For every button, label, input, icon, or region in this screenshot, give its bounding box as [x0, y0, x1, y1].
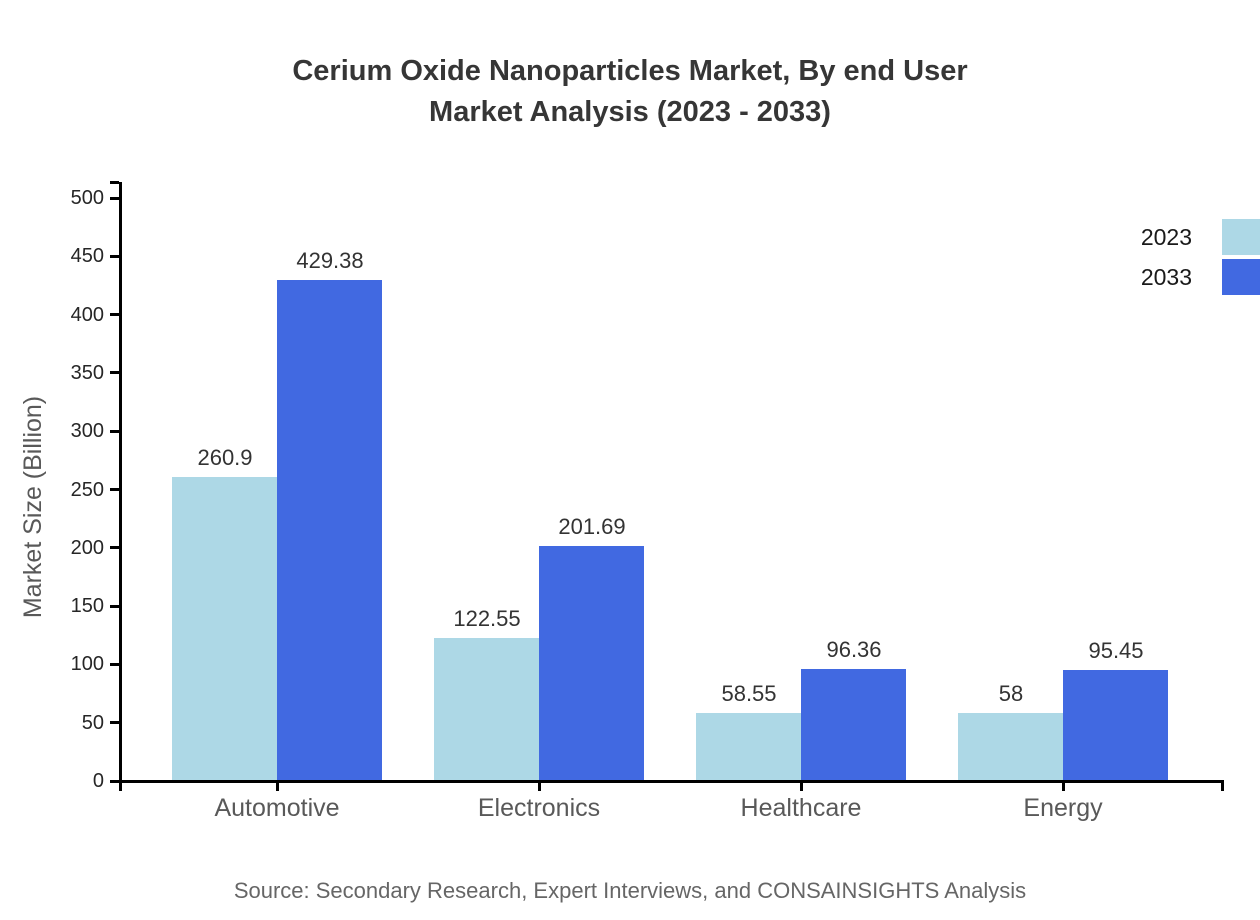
y-axis-spine [119, 182, 122, 784]
bar-2033-automotive [277, 280, 382, 782]
x-category-label-healthcare: Healthcare [740, 794, 862, 822]
y-tick-200 [110, 546, 119, 549]
bar-value-label-2033-electronics: 201.69 [558, 514, 626, 539]
bar-value-label-2023-electronics: 122.55 [453, 606, 521, 631]
legend-label-2023: 2023 [1140, 224, 1192, 250]
x-axis-endcap-left [119, 782, 122, 791]
y-tick-label-300: 300 [70, 420, 104, 442]
legend-label-2033: 2033 [1140, 264, 1192, 290]
y-tick-label-0: 0 [92, 770, 104, 792]
y-tick-label-150: 150 [70, 595, 104, 617]
x-axis-spine [119, 780, 1224, 783]
y-tick-0 [110, 780, 119, 783]
legend: 2023 2033 [1141, 219, 1260, 295]
y-tick-label-50: 50 [81, 712, 104, 734]
x-category-label-automotive: Automotive [214, 794, 340, 822]
x-tick-electronics [538, 782, 541, 791]
y-tick-350 [110, 371, 119, 374]
y-tick-450 [110, 255, 119, 258]
y-tick-500 [110, 197, 119, 200]
legend-item-2033: 2033 [1141, 259, 1260, 295]
bar-value-label-2023-energy: 58 [998, 681, 1024, 706]
legend-swatch-2033 [1222, 259, 1260, 295]
chart-title-line-1: Cerium Oxide Nanoparticles Market, By en… [292, 55, 968, 87]
bar-2033-energy [1063, 670, 1168, 782]
bar-value-label-2033-energy: 95.45 [1088, 638, 1144, 663]
y-tick-label-450: 450 [70, 245, 104, 267]
y-tick-150 [110, 605, 119, 608]
y-tick-300 [110, 430, 119, 433]
y-tick-label-350: 350 [70, 362, 104, 384]
bar-value-label-2023-automotive: 260.9 [197, 445, 253, 470]
source-text: Source: Secondary Research, Expert Inter… [233, 878, 1027, 903]
chart-title: Cerium Oxide Nanoparticles Market, By en… [0, 51, 1260, 133]
y-tick-50 [110, 721, 119, 724]
y-tick-label-200: 200 [70, 537, 104, 559]
y-tick-100 [110, 663, 119, 666]
x-category-label-energy: Energy [1023, 794, 1103, 822]
bar-2023-energy [958, 713, 1063, 782]
y-tick-label-100: 100 [70, 653, 104, 675]
y-axis-endcap-top [110, 181, 119, 184]
bar-2033-healthcare [801, 669, 906, 782]
x-category-label-electronics: Electronics [477, 794, 601, 822]
bar-value-label-2033-automotive: 429.38 [296, 248, 364, 273]
bar-2023-electronics [434, 638, 539, 782]
legend-swatch-2023 [1222, 219, 1260, 255]
y-tick-label-400: 400 [70, 304, 104, 326]
x-tick-automotive [276, 782, 279, 791]
bar-value-label-2023-healthcare: 58.55 [721, 681, 777, 706]
legend-item-2023: 2023 [1141, 219, 1260, 255]
bar-value-label-2033-healthcare: 96.36 [826, 637, 882, 662]
x-tick-energy [1062, 782, 1065, 791]
x-tick-healthcare [800, 782, 803, 791]
bar-2023-automotive [172, 477, 277, 782]
y-tick-400 [110, 313, 119, 316]
y-tick-label-250: 250 [70, 479, 104, 501]
bar-2023-healthcare [696, 713, 801, 782]
x-axis-endcap-right [1221, 782, 1224, 791]
chart-title-line-2: Market Analysis (2023 - 2033) [429, 96, 831, 128]
y-tick-label-500: 500 [70, 187, 104, 209]
y-tick-250 [110, 488, 119, 491]
bar-2033-electronics [539, 546, 644, 782]
